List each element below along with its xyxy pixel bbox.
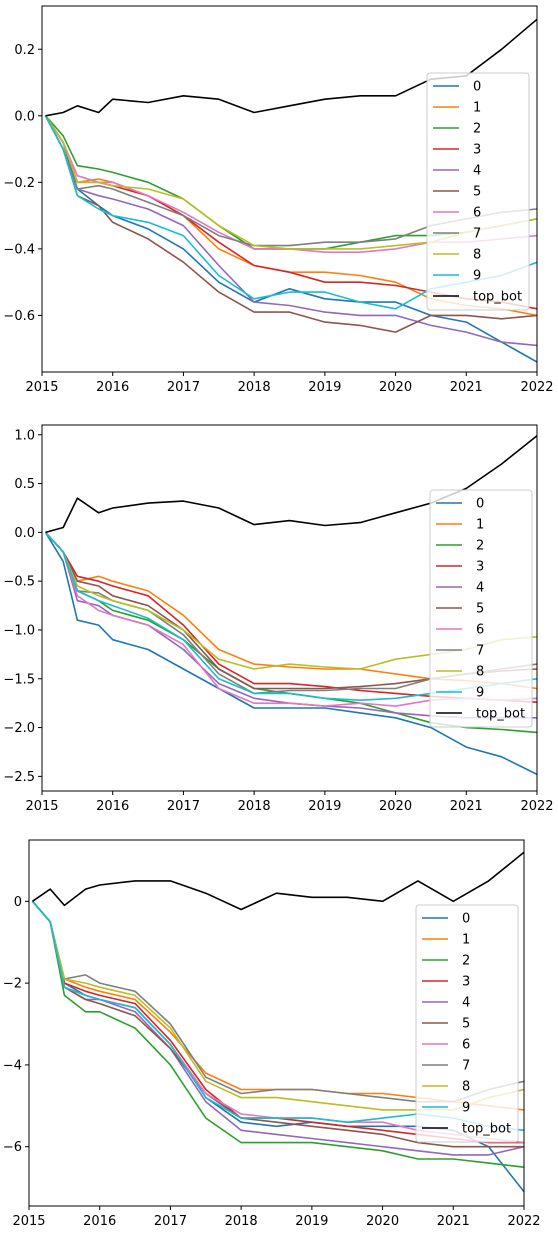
legend-label-5: 5 <box>462 1017 470 1032</box>
legend-box <box>429 489 533 728</box>
x-tick-label: 2016 <box>96 380 129 395</box>
y-tick-label: 0.0 <box>14 109 35 124</box>
x-tick-label: 2021 <box>450 799 483 814</box>
series-line-4 <box>44 115 538 347</box>
x-tick-label: 2022 <box>520 799 553 814</box>
legend-label-8: 8 <box>476 665 484 680</box>
legend-box <box>415 904 519 1143</box>
legend-label-1: 1 <box>476 518 484 533</box>
x-tick-label: 2018 <box>238 799 271 814</box>
x-tick-label: 2018 <box>225 1214 258 1229</box>
x-tick-label: 2020 <box>379 380 412 395</box>
legend-label-9: 9 <box>462 1101 470 1116</box>
plot-frame <box>28 839 525 1207</box>
series-line-5 <box>44 115 538 333</box>
legend-label-1: 1 <box>473 101 481 116</box>
y-tick-label: −0.4 <box>3 242 35 257</box>
x-tick-label: 2021 <box>450 380 483 395</box>
legend-box <box>426 72 530 311</box>
y-tick-label: 1.0 <box>14 428 35 443</box>
y-tick-label: −0.6 <box>3 309 35 324</box>
legend-label-7: 7 <box>473 227 481 242</box>
x-tick-label: 2016 <box>83 1214 116 1229</box>
series-line-2 <box>31 900 525 1168</box>
legend-label-9: 9 <box>473 269 481 284</box>
x-tick-label: 2022 <box>520 380 553 395</box>
legend-label-3: 3 <box>476 560 484 575</box>
y-tick-label: 0.5 <box>14 477 35 492</box>
chart-bottom: 2015 2016 2017 2018 2019 2020 2021 2022 0 −2 −4 −6 0… <box>3 839 541 1229</box>
series-line-0 <box>44 531 538 776</box>
y-tick-label: 0.0 <box>14 526 35 541</box>
legend-label-5: 5 <box>476 602 484 617</box>
legend-label-0: 0 <box>462 912 470 927</box>
x-tick-label: 2017 <box>167 380 200 395</box>
x-tick-label: 2015 <box>25 380 58 395</box>
legend-label-9: 9 <box>476 686 484 701</box>
legend-label-2: 2 <box>462 954 470 969</box>
y-tick-label: 0 <box>14 895 22 910</box>
x-tick-label: 2015 <box>12 1214 45 1229</box>
legend-label-6: 6 <box>476 623 484 638</box>
legend-label-7: 7 <box>462 1059 470 1074</box>
x-tick-label: 2018 <box>238 380 271 395</box>
y-tick-label: −2 <box>3 977 22 992</box>
legend-label-top_bot: top_bot <box>476 707 525 722</box>
y-tick-label: −4 <box>3 1058 22 1073</box>
legend-label-4: 4 <box>473 164 481 179</box>
legend-label-8: 8 <box>462 1080 470 1095</box>
y-tick-label: −1.0 <box>3 623 35 638</box>
x-tick-label: 2020 <box>366 1214 399 1229</box>
y-tick-label: −6 <box>3 1140 22 1155</box>
y-tick-label: 0.2 <box>14 43 35 58</box>
x-tick-label: 2019 <box>308 380 341 395</box>
x-tick-label: 2017 <box>167 799 200 814</box>
legend-label-top_bot: top_bot <box>462 1122 511 1137</box>
plot-frame <box>41 424 538 792</box>
legend-label-4: 4 <box>462 996 470 1011</box>
y-tick-label: −0.2 <box>3 176 35 191</box>
legend-label-4: 4 <box>476 581 484 596</box>
plot-frame <box>41 5 538 373</box>
legend-label-7: 7 <box>476 644 484 659</box>
legend-label-0: 0 <box>473 80 481 95</box>
legend-label-3: 3 <box>462 975 470 990</box>
y-tick-label: −2.5 <box>3 770 35 785</box>
y-tick-label: −1.5 <box>3 672 35 687</box>
legend-label-3: 3 <box>473 143 481 158</box>
chart-top: 2015 2016 2017 2018 2019 2020 2021 20220.20.0−0… <box>3 5 554 395</box>
y-tick-label: −2.0 <box>3 721 35 736</box>
x-tick-label: 2016 <box>96 799 129 814</box>
legend-label-6: 6 <box>473 206 481 221</box>
x-tick-label: 2021 <box>437 1214 470 1229</box>
x-tick-label: 2019 <box>295 1214 328 1229</box>
legend-label-0: 0 <box>476 497 484 512</box>
legend-label-2: 2 <box>473 122 481 137</box>
legend-label-6: 6 <box>462 1038 470 1053</box>
legend-label-top_bot: top_bot <box>473 290 522 305</box>
x-tick-label: 2020 <box>379 799 412 814</box>
chart-middle: 2015 2016 2017 2018 2019 2020 2021 20221.00.50.… <box>3 424 554 814</box>
x-tick-label: 2019 <box>308 799 341 814</box>
legend-label-5: 5 <box>473 185 481 200</box>
x-tick-label: 2022 <box>507 1214 540 1229</box>
legend-label-8: 8 <box>473 248 481 263</box>
legend-label-1: 1 <box>462 933 470 948</box>
legend-label-2: 2 <box>476 539 484 554</box>
series-line-top_bot <box>32 851 525 911</box>
x-tick-label: 2017 <box>154 1214 187 1229</box>
y-tick-label: −0.5 <box>3 575 35 590</box>
x-tick-label: 2015 <box>25 799 58 814</box>
